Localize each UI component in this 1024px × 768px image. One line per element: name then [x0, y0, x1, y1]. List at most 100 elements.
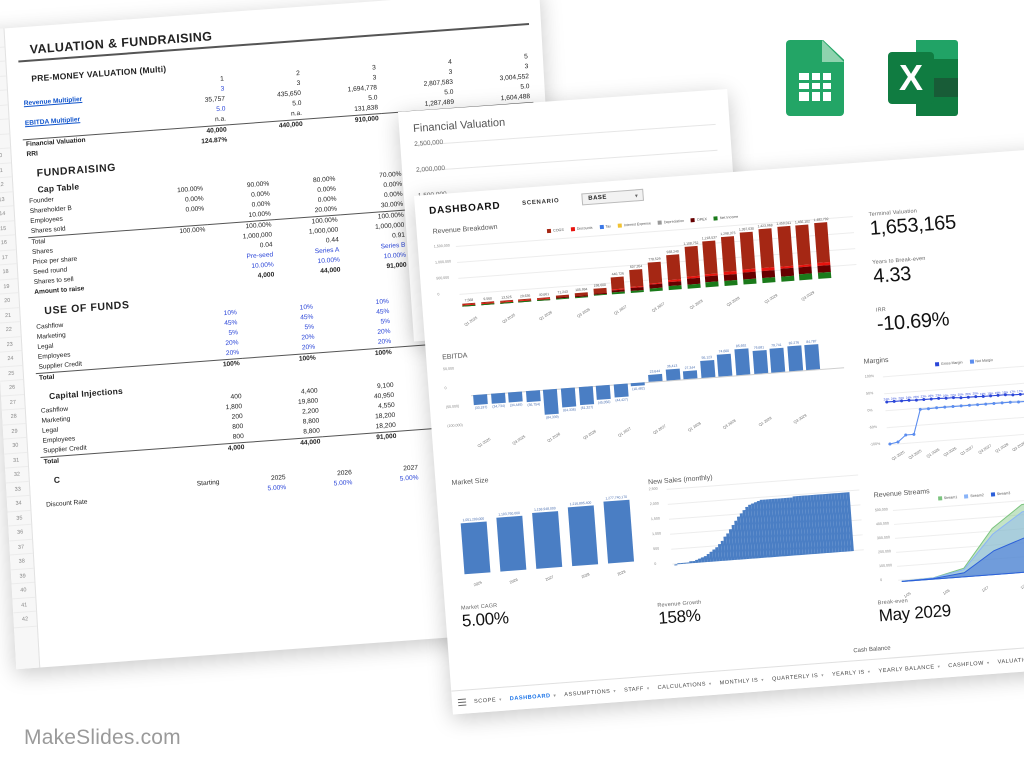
- bar-column[interactable]: 7,568: [462, 298, 476, 306]
- google-sheets-icon: [786, 40, 844, 116]
- bar[interactable]: [473, 394, 488, 406]
- data-label: 20%: [972, 391, 979, 396]
- y-tick-label: 1,500: [650, 516, 661, 522]
- bar-column[interactable]: 1,482,792: [813, 217, 832, 279]
- row-number[interactable]: 42: [13, 611, 37, 628]
- sheet-tab-monthly-is[interactable]: MONTHLY IS ▾: [719, 677, 764, 686]
- bar-column[interactable]: 1,298,373: [720, 231, 738, 286]
- bar[interactable]: [595, 384, 611, 400]
- bar[interactable]: [460, 521, 491, 575]
- bar[interactable]: [603, 499, 635, 564]
- bar-segment: [702, 240, 719, 275]
- legend-label: OPEX: [696, 217, 708, 222]
- bar[interactable]: [683, 370, 698, 380]
- tab-label: ASSUMPTIONS: [564, 688, 611, 698]
- sheet-tab-bar[interactable]: SCOPE ▾ DASHBOARD ▾ ASSUMPTIONS ▾ STAFF ▾ CALCUL…: [451, 642, 1024, 715]
- bar[interactable]: [648, 373, 663, 382]
- margins-chart[interactable]: Margins Gross Margin Net Margin 100% 50% 0%…: [863, 344, 1024, 479]
- ebitda-chart[interactable]: EBITDA (33,197) (34,734) (34,446) (36,754)(…: [442, 324, 850, 472]
- market-size-chart[interactable]: Market Size 1,051,200,000 2025 1,103,760,0…: [451, 465, 661, 620]
- bar-column[interactable]: 40,661: [537, 292, 551, 301]
- bar-column[interactable]: 440,726: [611, 272, 626, 295]
- x-tick-label: Q3 2026: [582, 429, 597, 441]
- bar[interactable]: [560, 387, 577, 408]
- legend-label: Interest Expense: [623, 221, 652, 228]
- chevron-down-icon[interactable]: ▾: [986, 659, 990, 665]
- sheet-tab-assumptions[interactable]: ASSUMPTIONS ▾: [564, 688, 616, 698]
- bar-column[interactable]: 607,354: [629, 264, 645, 293]
- x-tick-label: Q1 2025: [463, 315, 479, 328]
- bar-column[interactable]: 105,994: [574, 287, 588, 298]
- bar[interactable]: [804, 343, 821, 371]
- x-tick-label: Q3 2027: [651, 301, 666, 313]
- bar-column[interactable]: 198,600: [593, 282, 607, 296]
- revenue-streams-plot: 500,000 400,000 300,000 200,000 100,000 0 1/25…: [875, 492, 1024, 599]
- chevron-down-icon[interactable]: ▾: [708, 680, 712, 686]
- bar[interactable]: [734, 348, 751, 376]
- bar[interactable]: [567, 505, 599, 567]
- bar[interactable]: [496, 516, 527, 572]
- bar-column[interactable]: 1,450,011: [776, 221, 795, 282]
- sheet-tab-yearly-balance[interactable]: YEARLY BALANCE ▾: [878, 663, 940, 674]
- x-tick-label: 2028: [580, 572, 591, 580]
- bar[interactable]: [787, 345, 803, 372]
- bar[interactable]: [508, 391, 523, 403]
- sheet-tab-yearly-is[interactable]: YEARLY IS ▾: [832, 669, 871, 678]
- sheet-tab-valuation[interactable]: VALUATION▾: [997, 656, 1024, 665]
- bar-column[interactable]: 1,108,752: [683, 241, 701, 289]
- chevron-down-icon[interactable]: ▾: [760, 676, 765, 682]
- data-label: 23%: [913, 394, 920, 400]
- bar[interactable]: [752, 350, 768, 375]
- bar-segment: [649, 287, 663, 292]
- bar-column[interactable]: 71,243: [555, 290, 570, 299]
- sheet-tab-staff[interactable]: STAFF ▾: [624, 685, 650, 693]
- dashboard-sheet[interactable]: DASHBOARD SCENARIO BASE ▾ Revenue Breakd…: [414, 148, 1024, 715]
- sheet-tab-cashflow[interactable]: CASHFLOW ▾: [948, 660, 990, 669]
- x-tick-label: Q1 2025: [476, 437, 492, 449]
- bar-column[interactable]: 29,636: [518, 294, 532, 302]
- bar-column[interactable]: 1,466,102: [795, 219, 813, 281]
- margins-plot: 100% 50% 0% -50% -100% 24% 24% 24% 24% 23% 23% 23% 2…: [865, 359, 1024, 462]
- bar-column[interactable]: 1,423,968: [757, 223, 776, 284]
- x-tick-label: Q1 2027: [617, 426, 632, 438]
- bar-segment: [814, 222, 831, 264]
- scenario-dropdown[interactable]: BASE ▾: [580, 188, 644, 206]
- sheet-tab-scope[interactable]: SCOPE ▾: [474, 696, 502, 704]
- sheet-tab-dashboard[interactable]: DASHBOARD ▾: [510, 692, 557, 701]
- chevron-down-icon[interactable]: ▾: [821, 672, 825, 678]
- bar[interactable]: [699, 360, 716, 378]
- bar-column[interactable]: 778,529: [647, 256, 663, 292]
- y-tick-label: 0: [654, 561, 657, 567]
- y-tick-label: 2,000,000: [415, 164, 446, 174]
- kpi-irr: IRR -10.69%: [876, 302, 950, 336]
- bar[interactable]: [532, 510, 563, 569]
- bar[interactable]: [717, 353, 733, 377]
- bar[interactable]: [525, 390, 541, 403]
- chevron-down-icon[interactable]: ▾: [937, 663, 941, 669]
- bar-column[interactable]: 1,218,537: [702, 235, 720, 288]
- legend-item: Net Income: [713, 215, 738, 221]
- revenue-streams-chart[interactable]: Revenue Streams Stream1 Stream2 Stream3 50…: [874, 477, 1024, 622]
- sheet-tab-quarterly-is[interactable]: QUARTERLY IS ▾: [772, 672, 824, 682]
- chevron-down-icon[interactable]: ▾: [646, 685, 650, 691]
- revenue-breakdown-chart[interactable]: Revenue Breakdown COGS Discounts Tax Intere…: [433, 197, 861, 346]
- data-label: 19%: [1002, 389, 1009, 394]
- chevron-down-icon[interactable]: ▾: [613, 687, 617, 693]
- new-sales-chart[interactable]: New Sales (monthly) 2,500 2,000 1,500 1,000…: [648, 464, 868, 619]
- kpi-revenue-growth: Revenue Growth 158%: [657, 600, 703, 629]
- bar-column[interactable]: 13,525: [499, 295, 513, 303]
- bar-value-label: (61,327): [580, 405, 594, 411]
- chevron-down-icon[interactable]: ▾: [867, 668, 871, 674]
- chevron-down-icon[interactable]: ▾: [498, 696, 502, 702]
- x-tick-label: 2029: [616, 569, 627, 577]
- bar[interactable]: [490, 392, 506, 405]
- bar-segment: [556, 297, 570, 299]
- new-sales-plot: 2,500 2,000 1,500 1,000 500 0: [648, 472, 866, 583]
- sheet-tab-calculations[interactable]: CALCULATIONS ▾: [657, 681, 712, 691]
- bar-column[interactable]: 938,240: [665, 249, 682, 291]
- bar-column[interactable]: 9,560: [480, 296, 495, 305]
- all-sheets-icon[interactable]: [457, 698, 467, 707]
- bar[interactable]: [769, 347, 786, 373]
- chevron-down-icon[interactable]: ▾: [553, 692, 557, 698]
- bar-segment: [758, 228, 775, 269]
